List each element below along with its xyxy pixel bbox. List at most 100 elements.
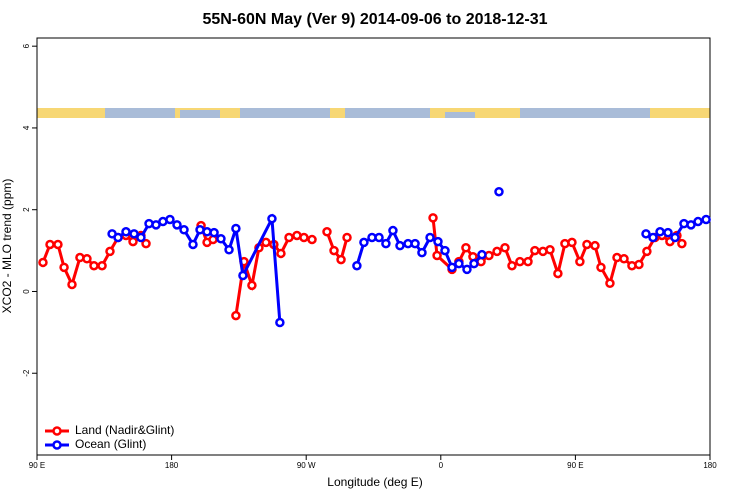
point: [596, 262, 606, 273]
point: [641, 229, 651, 239]
point: [494, 186, 504, 197]
x-axis-label: Longitude (deg E): [327, 475, 422, 489]
point: [128, 236, 138, 247]
point: [38, 257, 48, 268]
point: [45, 239, 55, 250]
legend-label: Ocean (Glint): [75, 437, 146, 451]
point: [693, 216, 703, 227]
point: [165, 214, 175, 225]
point: [507, 260, 517, 271]
plot-frame: [36, 37, 711, 456]
point: [216, 233, 226, 244]
point: [395, 240, 405, 251]
point: [686, 220, 696, 230]
point: [352, 260, 362, 271]
point: [469, 258, 479, 269]
point: [284, 232, 294, 243]
point: [575, 256, 585, 267]
point: [523, 256, 533, 267]
y-tick-label: 2: [22, 207, 31, 212]
point: [89, 260, 99, 271]
point: [545, 245, 555, 255]
x-tick-label: 180: [165, 461, 179, 470]
point: [374, 232, 384, 243]
point: [381, 238, 391, 249]
point: [231, 310, 241, 321]
point: [425, 232, 435, 243]
legend-marker: [52, 426, 62, 436]
point: [670, 232, 680, 243]
point: [238, 270, 248, 281]
x-tick-label: 90 E: [567, 461, 583, 470]
point: [677, 238, 687, 249]
point: [648, 232, 658, 243]
point: [141, 238, 151, 249]
point: [605, 278, 615, 289]
point: [619, 254, 629, 264]
point: [336, 254, 346, 265]
point: [447, 262, 457, 273]
y-tick-label: 6: [22, 43, 31, 48]
point: [461, 242, 471, 253]
point: [97, 260, 107, 271]
point: [553, 268, 563, 279]
point: [82, 254, 92, 264]
chart-title: 55N-60N May (Ver 9) 2014-09-06 to 2018-1…: [202, 11, 547, 28]
point: [329, 245, 339, 256]
point: [634, 259, 644, 270]
point: [247, 280, 257, 291]
point: [440, 245, 450, 256]
point: [224, 245, 234, 255]
point: [136, 232, 146, 243]
point: [477, 249, 487, 260]
x-tick-label: 90 E: [29, 461, 45, 470]
point: [105, 246, 115, 257]
point: [433, 236, 443, 247]
point: [172, 220, 182, 230]
point: [267, 213, 277, 224]
y-tick-label: 0: [22, 289, 31, 294]
point: [209, 227, 219, 238]
legend-label: Land (Nadir&Glint): [75, 423, 174, 437]
point: [454, 258, 464, 269]
point: [462, 264, 472, 275]
point: [129, 229, 139, 239]
point: [663, 227, 673, 238]
point: [701, 214, 711, 225]
point: [530, 245, 540, 256]
y-tick-label: 4: [22, 125, 31, 130]
point: [388, 225, 398, 236]
point: [655, 227, 665, 237]
point: [121, 227, 131, 237]
x-tick-label: 180: [703, 461, 717, 470]
point: [231, 223, 241, 234]
point: [582, 239, 592, 250]
y-tick-label: -2: [22, 369, 31, 377]
x-tick-label: 90 W: [297, 461, 316, 470]
point: [417, 247, 427, 258]
point: [261, 237, 271, 248]
point: [299, 232, 309, 243]
x-tick-label: 0: [439, 461, 444, 470]
point: [492, 246, 502, 257]
point: [567, 237, 577, 248]
point: [67, 279, 77, 290]
point: [59, 262, 69, 273]
point: [322, 227, 332, 237]
point: [276, 248, 286, 259]
point: [342, 232, 352, 243]
point: [113, 232, 123, 243]
point: [188, 239, 198, 250]
point: [432, 250, 442, 261]
point: [428, 213, 438, 223]
point: [179, 224, 189, 235]
point: [410, 238, 420, 249]
point: [307, 234, 317, 245]
point: [590, 240, 600, 251]
point: [500, 242, 510, 253]
legend-marker: [52, 440, 62, 450]
point: [642, 246, 652, 257]
point: [53, 239, 63, 250]
point: [359, 237, 369, 248]
